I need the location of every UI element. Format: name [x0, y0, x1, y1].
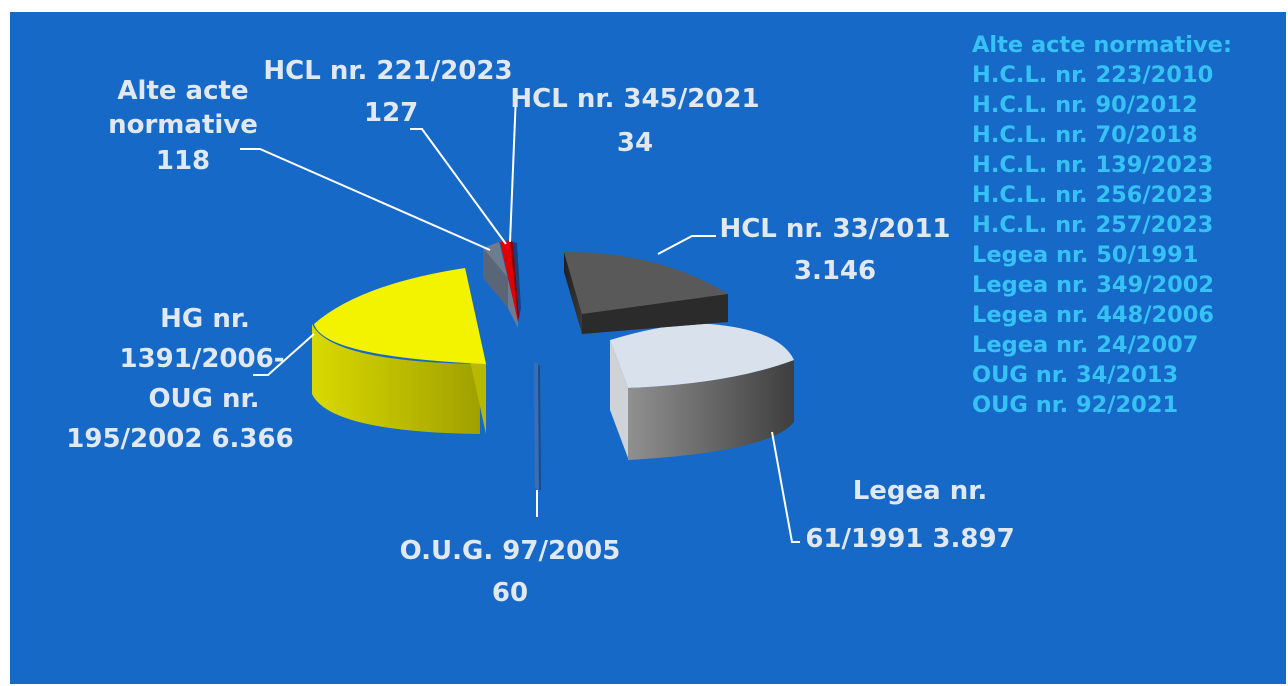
label-alte-line2: normative — [108, 110, 258, 140]
pie-slice-legea-61-1991 — [610, 323, 794, 460]
other-acts-title: Alte acte normative: — [972, 32, 1232, 58]
leader-line-legea61 — [771, 431, 800, 543]
label-hg-1391-2006: HG nr. 1391/2006- OUG nr. 195/2002 6.366 — [50, 302, 310, 456]
other-acts-item: OUG nr. 34/2013 — [972, 362, 1179, 388]
label-alte-acte: Alte acte normative 118 — [88, 74, 278, 178]
label-hg-line1: HG nr. — [160, 304, 250, 334]
leader-line-hcl221 — [410, 128, 507, 245]
other-acts-item: H.C.L. nr. 70/2018 — [972, 122, 1198, 148]
label-hcl-221-2023: HCL nr. 221/2023 127 — [258, 54, 518, 130]
pie-slice-hcl-345-2021 — [513, 242, 521, 318]
pie-slice-hcl-221-2023 — [500, 240, 520, 322]
pie-slice-hcl-33-2011 — [564, 252, 728, 334]
leader-line-hcl345 — [509, 94, 517, 243]
label-oug-97-2005: O.U.G. 97/2005 60 — [370, 534, 650, 610]
other-acts-item: H.C.L. nr. 90/2012 — [972, 92, 1198, 118]
label-hcl33-line1: HCL nr. 33/2011 — [719, 214, 951, 244]
other-acts-item: H.C.L. nr. 223/2010 — [972, 62, 1214, 88]
label-legea-61-1991: Legea nr. 61/1991 3.897 — [790, 474, 1030, 556]
chart-area: Alte acte normative 118 HCL nr. 221/2023… — [10, 12, 1286, 684]
other-acts-item: Legea nr. 448/2006 — [972, 302, 1215, 328]
label-legea61-line2: 61/1991 3.897 — [805, 524, 1015, 554]
label-hcl33-value: 3.146 — [793, 256, 877, 286]
other-acts-item: H.C.L. nr. 256/2023 — [972, 182, 1214, 208]
leader-line-hcl33 — [657, 235, 716, 255]
label-hcl345-value: 34 — [616, 128, 654, 158]
label-oug97-value: 60 — [491, 578, 529, 608]
label-hcl-345-2021: HCL nr. 345/2021 34 — [510, 82, 760, 160]
leader-lines — [240, 94, 800, 543]
label-hg-line2: 1391/2006- — [119, 344, 285, 374]
leader-line-alte — [240, 148, 491, 251]
other-acts-list: Alte acte normative: H.C.L. nr. 223/2010… — [972, 30, 1232, 420]
other-acts-item: H.C.L. nr. 257/2023 — [972, 212, 1214, 238]
label-hg-line3: OUG nr. — [148, 384, 260, 414]
leader-line-hg — [253, 333, 315, 376]
pie-slice-oug-97-2005 — [534, 362, 541, 490]
other-acts-item: OUG nr. 92/2021 — [972, 392, 1179, 418]
other-acts-item: Legea nr. 50/1991 — [972, 242, 1199, 268]
pie-slice-hg-1391-2006 — [312, 268, 486, 434]
pie-chart — [240, 94, 800, 543]
label-alte-value: 118 — [155, 146, 211, 176]
other-acts-item: Legea nr. 349/2002 — [972, 272, 1215, 298]
label-hcl221-line1: HCL nr. 221/2023 — [263, 56, 513, 86]
label-hcl-33-2011: HCL nr. 33/2011 3.146 — [715, 212, 955, 288]
pie-slice-alte-acte — [483, 242, 518, 328]
label-hcl221-value: 127 — [364, 98, 419, 128]
other-acts-item: Legea nr. 24/2007 — [972, 332, 1199, 358]
label-legea61-line1: Legea nr. — [852, 476, 988, 506]
label-oug97-line1: O.U.G. 97/2005 — [399, 536, 621, 566]
label-alte-line1: Alte acte — [117, 76, 249, 106]
other-acts-item: H.C.L. nr. 139/2023 — [972, 152, 1214, 178]
label-hg-line4: 195/2002 6.366 — [66, 424, 294, 454]
label-hcl345-line1: HCL nr. 345/2021 — [510, 84, 760, 114]
